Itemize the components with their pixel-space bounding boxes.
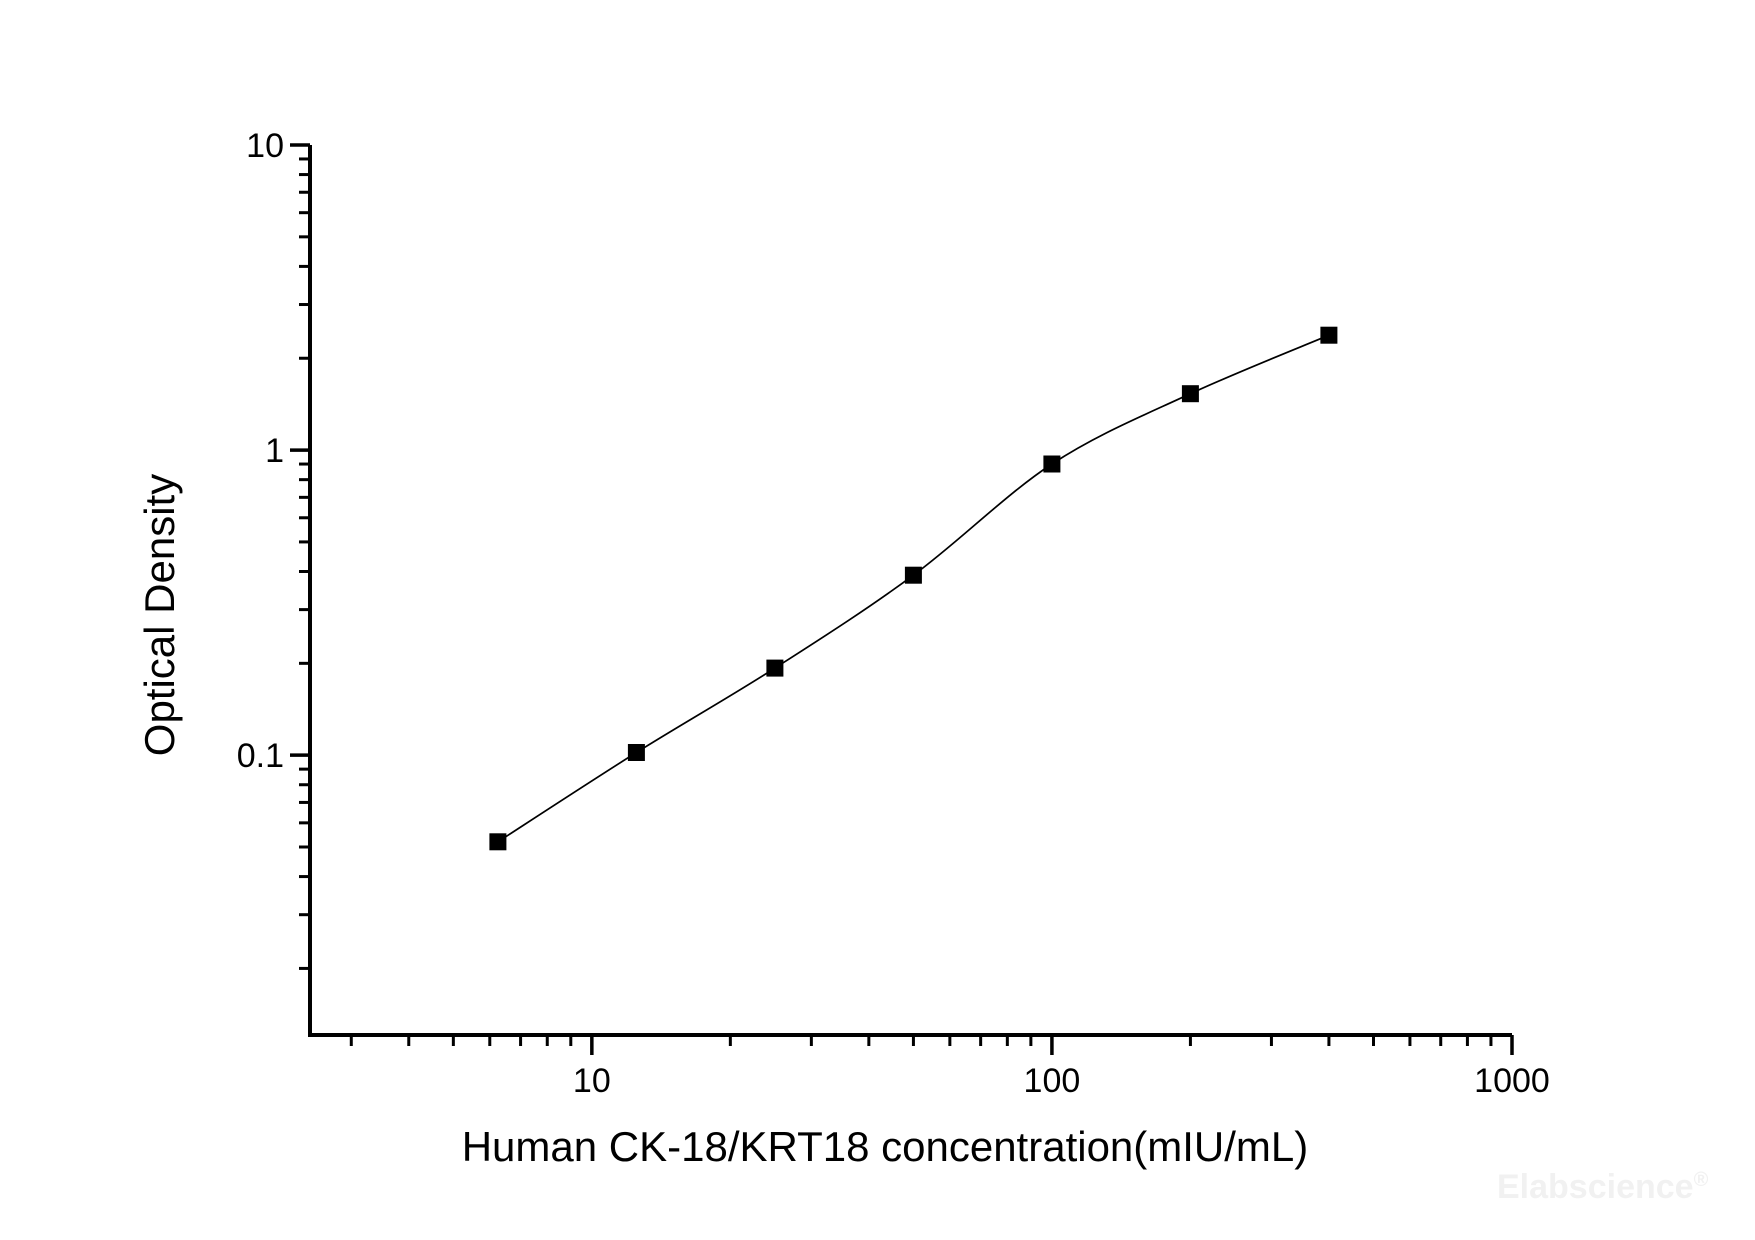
x-tick-label: 100: [1024, 1062, 1081, 1100]
y-tick-label: 0.1: [237, 737, 284, 775]
plot-area: 10 100 1000 0.1 1 10: [237, 127, 1550, 1100]
y-tick-label: 1: [265, 432, 284, 470]
data-point-marker: [1320, 326, 1338, 344]
x-axis-title: Human CK-18/KRT18 concentration(mIU/mL): [462, 1123, 1309, 1170]
data-point-marker: [766, 659, 784, 677]
x-tick-label: 10: [573, 1062, 611, 1100]
data-point-marker: [1043, 455, 1061, 473]
data-point-marker: [1181, 385, 1199, 403]
registered-mark-icon: ®: [1694, 1169, 1709, 1191]
y-axis-title: Optical Density: [136, 474, 183, 756]
data-point-marker: [627, 744, 645, 761]
fit-curve: [497, 334, 1330, 843]
watermark-text: Elabscience: [1497, 1168, 1694, 1206]
data-point-marker: [489, 833, 507, 851]
axes-spines: [308, 145, 1512, 1037]
x-tick-label: 1000: [1474, 1062, 1550, 1100]
y-tick-label: 10: [246, 127, 284, 165]
watermark: Elabscience®: [1497, 1168, 1709, 1206]
data-point-marker: [904, 566, 922, 584]
